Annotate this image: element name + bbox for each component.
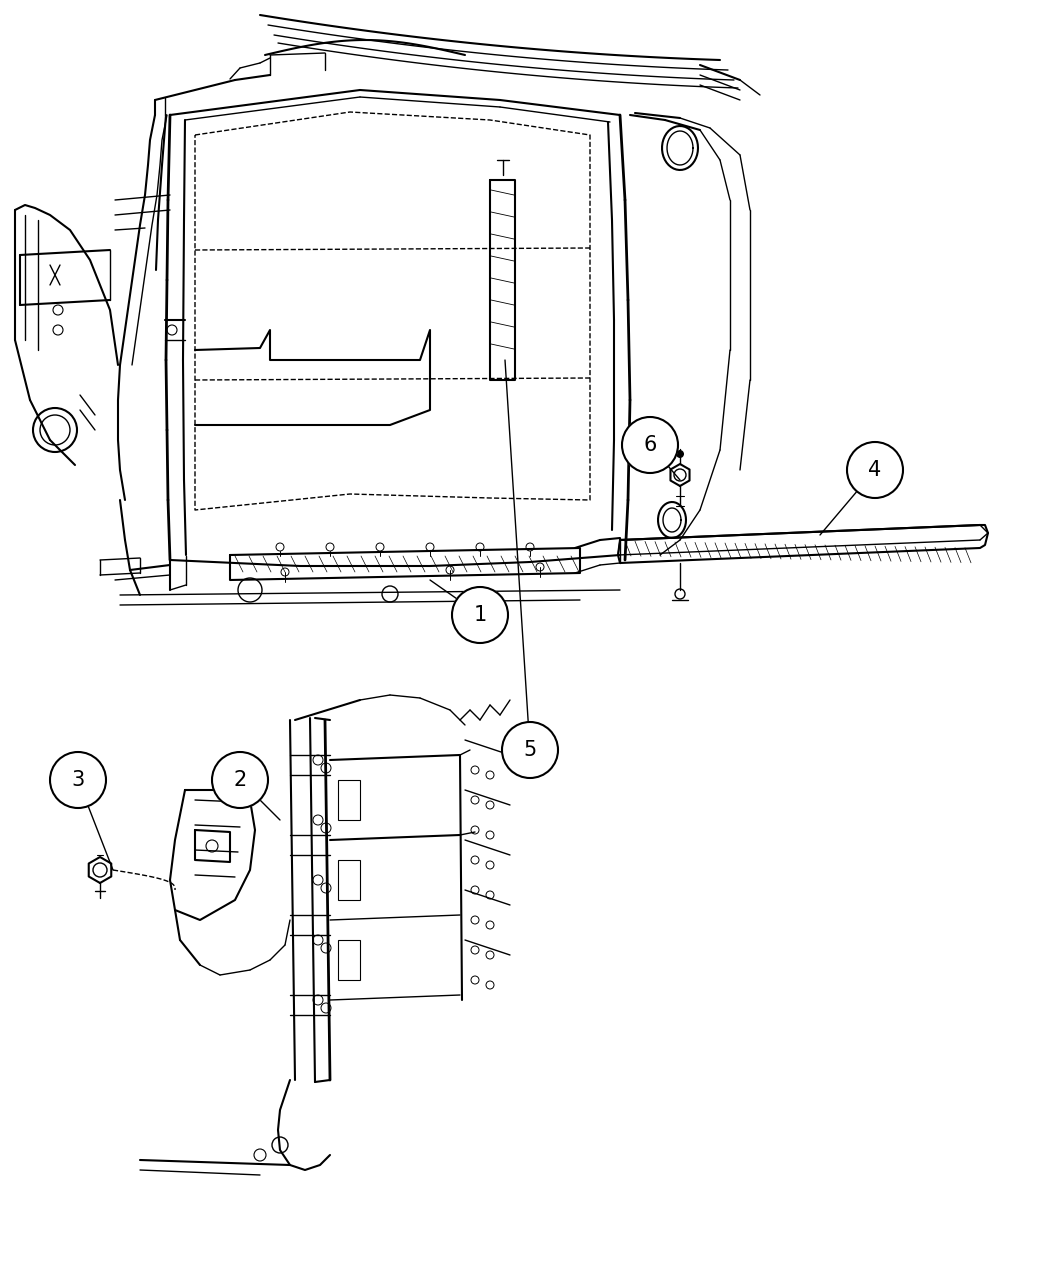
Text: 6: 6 [644,435,656,455]
Bar [338,861,360,900]
Circle shape [452,586,508,643]
Bar [338,940,360,980]
Circle shape [676,450,684,458]
Bar [338,780,360,820]
Circle shape [847,442,903,499]
Text: 1: 1 [474,606,486,625]
Text: 3: 3 [71,770,85,790]
Circle shape [502,722,558,778]
Text: 4: 4 [868,460,882,479]
Circle shape [622,417,678,473]
Text: 5: 5 [523,740,537,760]
Text: 2: 2 [233,770,247,790]
Circle shape [50,752,106,808]
Circle shape [212,752,268,808]
